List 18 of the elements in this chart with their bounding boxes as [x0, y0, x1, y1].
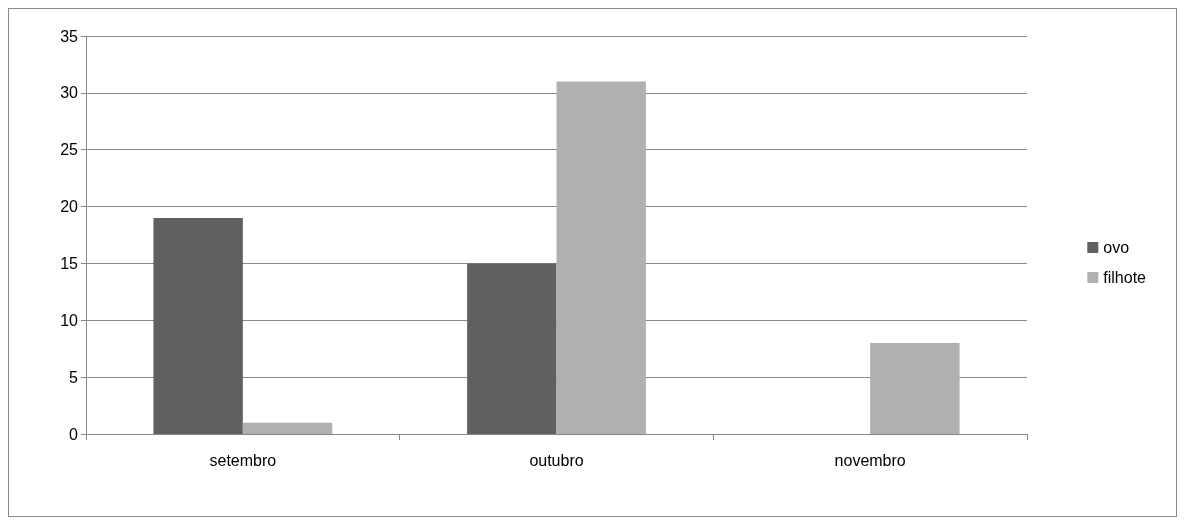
y-tick-label: 30: [60, 84, 79, 102]
x-tick-label: novembro: [834, 451, 906, 469]
bar: [242, 422, 333, 434]
legend-label: filhote: [1103, 269, 1147, 286]
y-tick-label: 0: [69, 425, 79, 443]
x-tick-label: setembro: [209, 451, 277, 469]
y-tick-label: 35: [60, 27, 79, 45]
y-tick-label: 5: [69, 368, 79, 386]
legend-label: ovo: [1103, 239, 1130, 256]
bar: [870, 343, 960, 434]
y-tick-label: 10: [60, 311, 79, 329]
x-tick-label: outubro: [529, 451, 584, 469]
y-tick-label: 20: [60, 198, 79, 216]
bar: [556, 81, 646, 434]
bar: [467, 263, 557, 434]
bar: [153, 217, 243, 434]
y-tick-label: 25: [60, 141, 79, 159]
y-tick-label: 15: [60, 254, 79, 272]
